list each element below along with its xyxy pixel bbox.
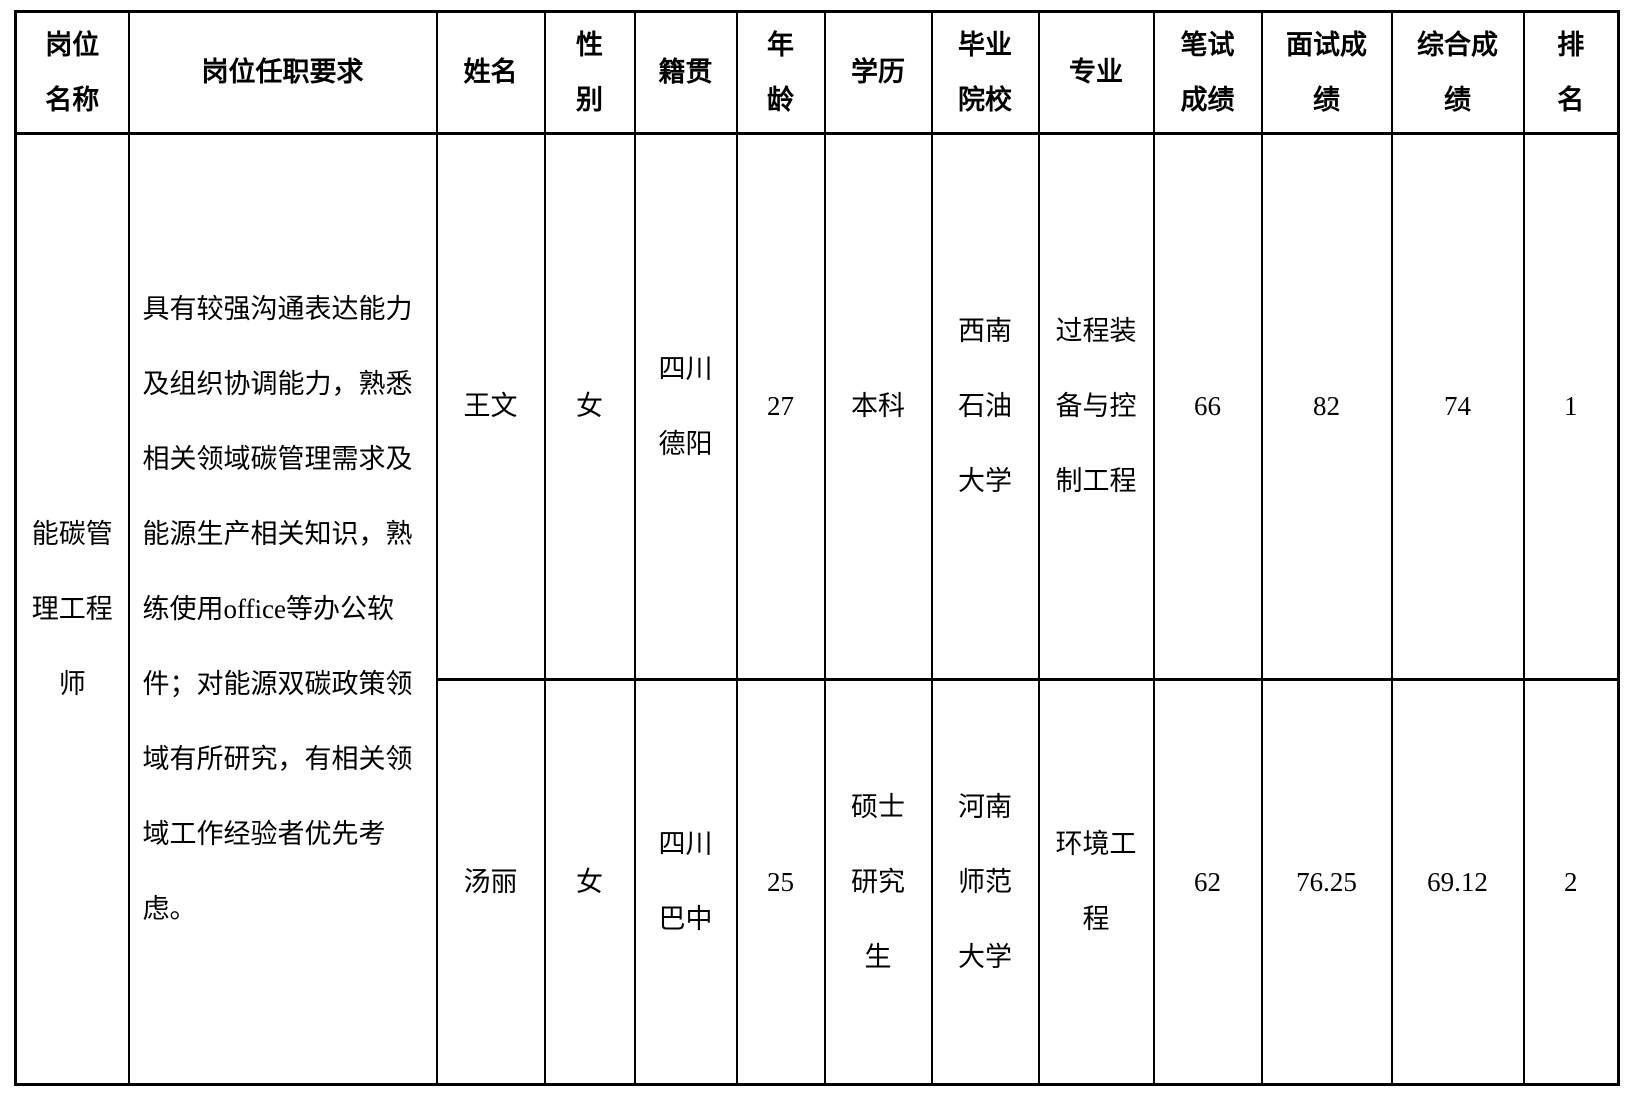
header-gender: 性 别 [543, 10, 636, 135]
header-major: 专业 [1037, 10, 1155, 135]
cell-interview-score: 82 [1260, 132, 1393, 681]
cell-requirements: 具有较强沟通表达能力 及组织协调能力，熟悉 相关领域碳管理需求及 能源生产相关知… [127, 132, 438, 1086]
cell-native-place: 四川 巴中 [633, 678, 738, 1086]
cell-education: 硕士 研究 生 [823, 678, 933, 1086]
cell-age: 27 [735, 132, 826, 681]
cell-native-place: 四川 德阳 [633, 132, 738, 681]
cell-position-name: 能碳管 理工程 师 [14, 132, 130, 1086]
cell-education: 本科 [823, 132, 933, 681]
cell-school: 河南 师范 大学 [930, 678, 1040, 1086]
cell-written-score: 66 [1152, 132, 1263, 681]
cell-name: 王文 [435, 132, 546, 681]
header-position-name: 岗位 名称 [14, 10, 130, 135]
header-name: 姓名 [435, 10, 546, 135]
header-overall-score: 综合成 绩 [1390, 10, 1525, 135]
results-table: 岗位 名称 岗位任职要求 姓名 性 别 籍贯 年 龄 学历 毕业 院校 专业 笔… [14, 10, 1620, 1086]
header-school: 毕业 院校 [930, 10, 1040, 135]
cell-overall-score: 74 [1390, 132, 1525, 681]
cell-rank: 2 [1522, 678, 1620, 1086]
cell-gender: 女 [543, 132, 636, 681]
table-row: 能碳管 理工程 师 具有较强沟通表达能力 及组织协调能力，熟悉 相关领域碳管理需… [14, 132, 1620, 1086]
cell-age: 25 [735, 678, 826, 1086]
cell-name: 汤丽 [435, 678, 546, 1086]
header-age: 年 龄 [735, 10, 826, 135]
cell-school: 西南 石油 大学 [930, 132, 1040, 681]
cell-overall-score: 69.12 [1390, 678, 1525, 1086]
header-requirements: 岗位任职要求 [127, 10, 438, 135]
header-native-place: 籍贯 [633, 10, 738, 135]
cell-major: 环境工 程 [1037, 678, 1155, 1086]
cell-interview-score: 76.25 [1260, 678, 1393, 1086]
cell-written-score: 62 [1152, 678, 1263, 1086]
table-row: 汤丽 女 四川 巴中 25 硕士 研究 生 河南 师范 大学 环境工 程 62 … [16, 678, 1620, 1086]
header-rank: 排 名 [1522, 10, 1620, 135]
cell-rank: 1 [1522, 132, 1620, 681]
header-interview-score: 面试成 绩 [1260, 10, 1393, 135]
header-written-score: 笔试 成绩 [1152, 10, 1263, 135]
header-education: 学历 [823, 10, 933, 135]
cell-gender: 女 [543, 678, 636, 1086]
header-row: 岗位 名称 岗位任职要求 姓名 性 别 籍贯 年 龄 学历 毕业 院校 专业 笔… [14, 10, 1620, 135]
cell-major: 过程装 备与控 制工程 [1037, 132, 1155, 681]
